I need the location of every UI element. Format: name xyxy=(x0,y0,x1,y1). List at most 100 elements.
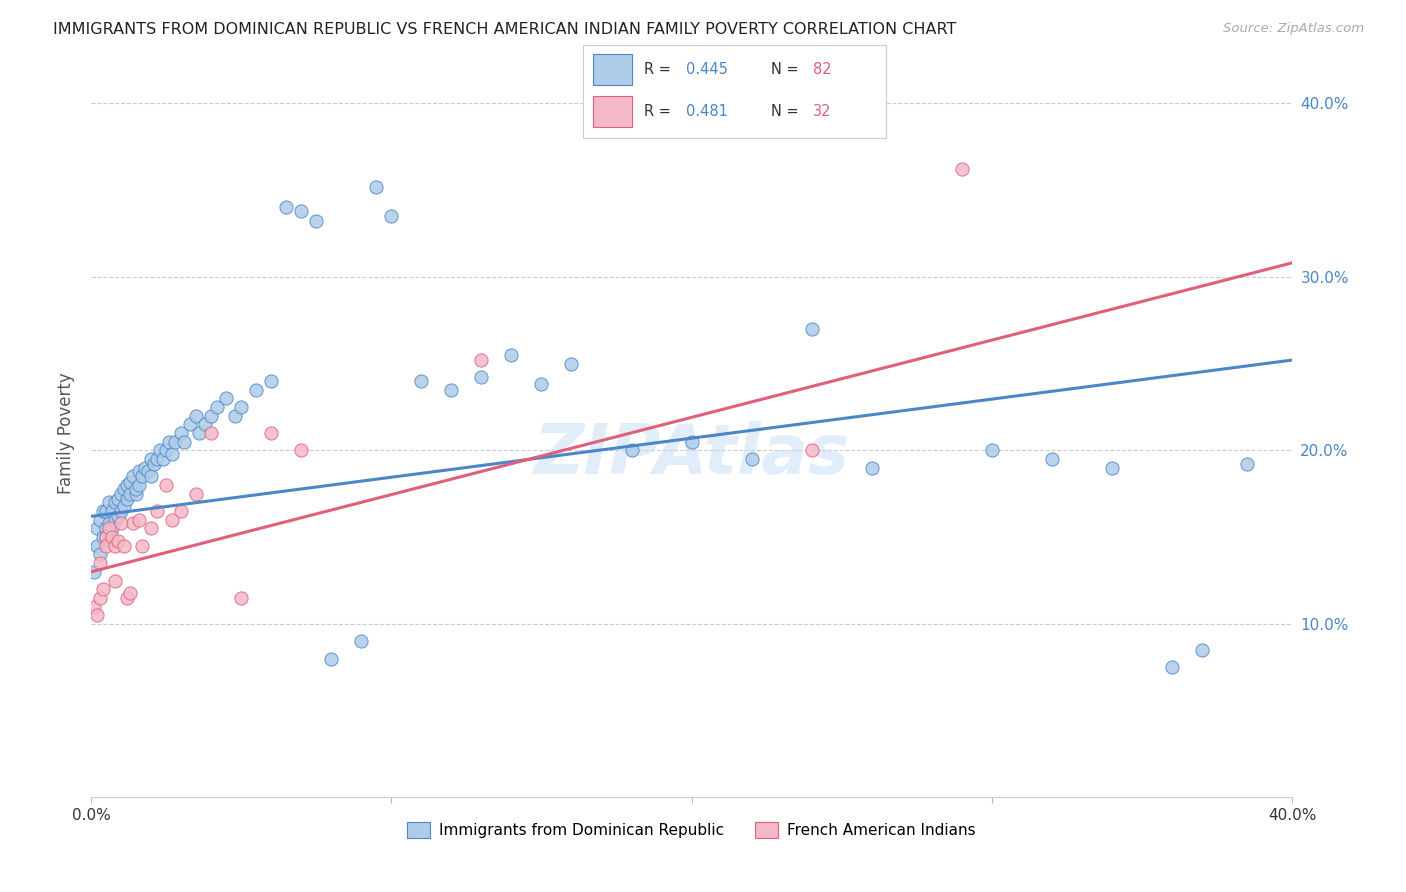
Point xyxy=(107,491,129,506)
Point xyxy=(96,530,118,544)
Point xyxy=(149,443,172,458)
Point xyxy=(89,556,111,570)
Point xyxy=(1040,452,1063,467)
Point xyxy=(86,539,108,553)
Text: N =: N = xyxy=(770,104,803,119)
Point xyxy=(155,478,177,492)
Point xyxy=(125,482,148,496)
Point xyxy=(120,487,142,501)
Point xyxy=(83,599,105,614)
Point xyxy=(107,509,129,524)
Point xyxy=(120,475,142,489)
Text: IMMIGRANTS FROM DOMINICAN REPUBLIC VS FRENCH AMERICAN INDIAN FAMILY POVERTY CORR: IMMIGRANTS FROM DOMINICAN REPUBLIC VS FR… xyxy=(53,22,957,37)
Point xyxy=(128,464,150,478)
Point xyxy=(276,200,298,214)
Point xyxy=(179,417,201,432)
Point xyxy=(91,504,114,518)
Y-axis label: Family Poverty: Family Poverty xyxy=(58,372,75,494)
Point xyxy=(110,516,132,531)
Point xyxy=(290,443,312,458)
Point xyxy=(800,322,823,336)
Point xyxy=(530,377,553,392)
Text: ZIPAtlas: ZIPAtlas xyxy=(533,421,849,488)
Point xyxy=(125,487,148,501)
Text: R =: R = xyxy=(644,104,675,119)
Point xyxy=(143,457,166,471)
Point xyxy=(98,516,121,531)
Point xyxy=(215,391,238,405)
Point xyxy=(155,443,177,458)
Point xyxy=(186,487,208,501)
Text: N =: N = xyxy=(770,62,803,77)
Point xyxy=(141,452,163,467)
Point xyxy=(89,591,111,605)
Point xyxy=(800,443,823,458)
Point xyxy=(950,162,973,177)
Point xyxy=(681,434,703,449)
Text: 82: 82 xyxy=(813,62,832,77)
Point xyxy=(160,513,183,527)
Point xyxy=(501,348,523,362)
Point xyxy=(98,495,121,509)
Point xyxy=(620,443,643,458)
Point xyxy=(128,513,150,527)
Point xyxy=(96,521,118,535)
Point xyxy=(980,443,1002,458)
Point xyxy=(141,521,163,535)
Point xyxy=(224,409,246,423)
Point xyxy=(245,383,267,397)
Point xyxy=(173,434,195,449)
Text: 0.445: 0.445 xyxy=(686,62,728,77)
Legend: Immigrants from Dominican Republic, French American Indians: Immigrants from Dominican Republic, Fren… xyxy=(401,816,981,845)
Point xyxy=(170,504,193,518)
Point xyxy=(260,374,283,388)
Point xyxy=(200,425,222,440)
Point xyxy=(101,530,124,544)
Point xyxy=(104,574,127,588)
Point xyxy=(1161,660,1184,674)
Point xyxy=(366,179,388,194)
Point xyxy=(91,582,114,597)
Point xyxy=(860,460,883,475)
Point xyxy=(152,452,174,467)
Point xyxy=(96,530,118,544)
Point xyxy=(290,203,312,218)
Point xyxy=(96,539,118,553)
Point xyxy=(91,530,114,544)
Text: 32: 32 xyxy=(813,104,832,119)
Point xyxy=(188,425,211,440)
Point xyxy=(107,533,129,548)
FancyBboxPatch shape xyxy=(592,96,631,127)
Point xyxy=(131,539,153,553)
Point xyxy=(104,495,127,509)
Point xyxy=(136,464,159,478)
Point xyxy=(104,539,127,553)
Point xyxy=(112,482,135,496)
Point xyxy=(146,504,169,518)
Point xyxy=(470,353,492,368)
Point xyxy=(128,478,150,492)
Point xyxy=(160,447,183,461)
Point xyxy=(305,214,328,228)
Point xyxy=(112,539,135,553)
Point xyxy=(170,425,193,440)
Point xyxy=(231,400,253,414)
Point xyxy=(560,357,582,371)
Point xyxy=(260,425,283,440)
Point xyxy=(231,591,253,605)
Point xyxy=(134,460,156,475)
Point xyxy=(1191,643,1213,657)
Point xyxy=(86,608,108,623)
Point xyxy=(321,651,343,665)
Point xyxy=(200,409,222,423)
Point xyxy=(380,209,402,223)
Point xyxy=(194,417,217,432)
Point xyxy=(165,434,187,449)
Point xyxy=(122,469,145,483)
Point xyxy=(83,565,105,579)
Point xyxy=(411,374,433,388)
Point xyxy=(122,516,145,531)
Point xyxy=(89,548,111,562)
Point xyxy=(115,478,138,492)
Point xyxy=(131,469,153,483)
